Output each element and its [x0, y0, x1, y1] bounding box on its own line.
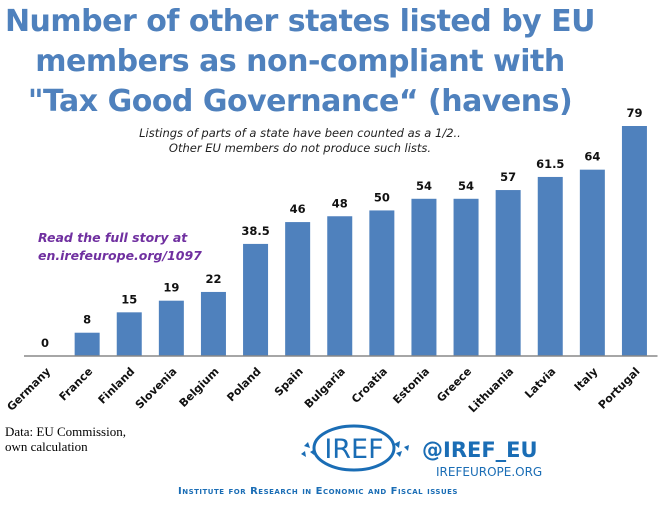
bar-portugal	[621, 126, 647, 356]
x-tick-lithuania: Lithuania	[466, 365, 516, 415]
source-line-1: Data: EU Commission,	[5, 424, 126, 439]
x-tick-germany: Germany	[5, 365, 54, 414]
chart-subtitle: Listings of parts of a state have been c…	[100, 126, 500, 156]
logo-stars-right-icon	[394, 441, 409, 457]
x-tick-spain: Spain	[272, 365, 306, 399]
title-line-2: members as non-compliant with	[35, 44, 565, 79]
bar-italy	[579, 169, 605, 356]
bar-estonia	[411, 198, 437, 356]
bar-poland	[243, 243, 269, 356]
bar-latvia	[537, 176, 563, 356]
x-tick-france: France	[57, 365, 96, 404]
data-label-germany: 0	[41, 336, 49, 350]
annotation-line-1: Read the full story at	[38, 230, 188, 245]
bar-bulgaria	[327, 216, 353, 356]
data-label-portugal: 79	[626, 106, 642, 120]
data-label-lithuania: 57	[500, 170, 516, 184]
subtitle-line-1: Listings of parts of a state have been c…	[139, 126, 461, 140]
x-tick-portugal: Portugal	[596, 365, 643, 412]
x-tick-finland: Finland	[96, 365, 138, 407]
data-label-greece: 54	[458, 179, 474, 193]
title-line-3: "Tax Good Governance“ (havens)	[27, 84, 573, 119]
read-more-annotation[interactable]: Read the full story at en.irefeurope.org…	[38, 229, 202, 265]
bar-spain	[285, 222, 311, 356]
data-label-spain: 46	[290, 202, 306, 216]
title-line-1: Number of other states listed by EU	[4, 4, 596, 39]
data-label-france: 8	[83, 313, 91, 327]
chart-title: Number of other states listed by EU memb…	[0, 2, 600, 122]
bar-lithuania	[495, 190, 521, 356]
iref-logo: IREF	[301, 424, 409, 472]
source-line-2: own calculation	[5, 439, 88, 454]
bar-croatia	[369, 210, 395, 356]
data-label-slovenia: 19	[163, 281, 179, 295]
subtitle-line-2: Other EU members do not produce such lis…	[168, 141, 432, 155]
bar-france	[74, 332, 100, 356]
institute-name: Institute for Research in Economic and F…	[178, 486, 458, 497]
bar-finland	[116, 312, 142, 356]
x-tick-croatia: Croatia	[349, 365, 390, 406]
x-tick-bulgaria: Bulgaria	[302, 365, 348, 411]
x-tick-estonia: Estonia	[390, 365, 432, 407]
bar-belgium	[200, 291, 226, 356]
data-label-estonia: 54	[416, 179, 432, 193]
data-label-latvia: 61.5	[536, 157, 564, 171]
bar-slovenia	[158, 300, 184, 356]
data-label-finland: 15	[121, 292, 137, 306]
data-label-bulgaria: 48	[332, 196, 348, 210]
data-label-belgium: 22	[205, 272, 221, 286]
logo-stars-left-icon	[301, 442, 315, 457]
website-link[interactable]: IREFEUROPE.ORG	[436, 465, 543, 479]
x-tick-poland: Poland	[224, 365, 263, 404]
x-tick-latvia: Latvia	[522, 365, 558, 401]
data-labels-group: 0 8 15 19 22 38.5 46 48 50 54 54 57 61.5 64 79	[41, 106, 642, 350]
data-source: Data: EU Commission, own calculation	[5, 424, 126, 454]
x-tick-greece: Greece	[434, 365, 474, 405]
x-tick-italy: Italy	[572, 365, 601, 394]
logo-text: IREF	[324, 434, 383, 465]
x-tick-slovenia: Slovenia	[133, 365, 180, 412]
twitter-handle[interactable]: @IREF_EU	[422, 438, 538, 462]
bar-chart: 0 8 15 19 22 38.5 46 48 50 54 54 57 61.5 64 79 Germany…	[5, 106, 658, 415]
logo-ring-icon	[312, 424, 396, 472]
data-label-croatia: 50	[374, 190, 390, 204]
annotation-link[interactable]: en.irefeurope.org/1097	[38, 248, 202, 263]
data-label-poland: 38.5	[241, 224, 269, 238]
bar-greece	[453, 198, 479, 356]
bars-group	[74, 126, 647, 356]
data-label-italy: 64	[584, 150, 600, 164]
x-tick-belgium: Belgium	[177, 365, 222, 410]
